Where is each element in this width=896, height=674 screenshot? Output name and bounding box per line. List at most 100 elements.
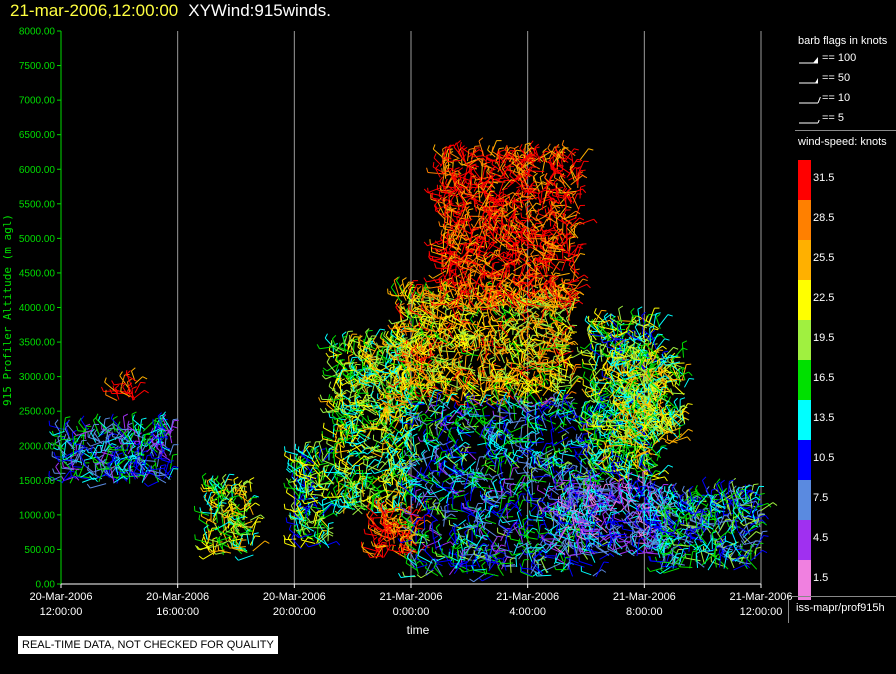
- barb-shaft: [355, 505, 370, 507]
- barb-flag: [428, 358, 433, 363]
- barb-shaft: [110, 468, 115, 484]
- barb-flag: [198, 514, 201, 520]
- barb-flag: [108, 461, 114, 464]
- barb-shaft: [54, 443, 65, 450]
- barb-shaft: [249, 479, 252, 492]
- barb-shaft: [105, 394, 118, 401]
- barb-shaft: [80, 471, 90, 478]
- barb-shaft: [159, 441, 165, 454]
- barb-flag: [227, 478, 233, 481]
- barb-flag: [328, 412, 331, 418]
- barb-flag: [328, 530, 334, 535]
- barb-flag: [97, 444, 103, 447]
- barb-flag: [148, 465, 152, 470]
- barb-flag: [162, 411, 167, 417]
- barb-flag: [322, 367, 328, 372]
- barb-shaft: [72, 453, 79, 466]
- barb-flag: [318, 501, 323, 506]
- barb-shaft: [320, 400, 333, 403]
- barb-flag: [64, 424, 69, 429]
- barb-flag: [363, 367, 366, 373]
- barb-shaft: [90, 483, 107, 489]
- barb-shaft: [374, 448, 388, 452]
- barb-shaft: [215, 479, 224, 488]
- wind-barb: [163, 464, 172, 478]
- barb-flag: [369, 512, 374, 518]
- wind-barb: [80, 425, 92, 439]
- barb-shaft: [90, 440, 105, 447]
- barb-flag: [489, 357, 495, 360]
- wind-barb: [127, 467, 145, 475]
- barb-shaft: [82, 463, 94, 473]
- barb-flag: [287, 533, 291, 539]
- barb-flag: [65, 439, 71, 442]
- barb-shaft: [334, 425, 339, 438]
- barb-shaft: [88, 424, 95, 438]
- wind-barb: [114, 458, 120, 476]
- barb-shaft: [228, 495, 240, 499]
- barb-flag: [52, 447, 58, 451]
- barb-flag: [382, 537, 387, 542]
- barb-flag: [85, 447, 90, 452]
- barb-flag: [390, 282, 395, 288]
- barb-flag: [330, 492, 334, 498]
- barb-shaft: [304, 499, 319, 505]
- barb-shaft: [138, 459, 156, 462]
- wind-barb: [141, 467, 154, 475]
- barb-shaft: [128, 436, 135, 447]
- barb-flag: [227, 484, 233, 487]
- barb-flag: [317, 509, 324, 512]
- barb-flag: [255, 502, 260, 507]
- barb-flag: [319, 408, 324, 413]
- barb-flag: [157, 412, 162, 417]
- barb-flag: [163, 464, 167, 470]
- barb-flag: [80, 452, 85, 457]
- barb-flag: [510, 328, 516, 331]
- barb-flag: [141, 438, 147, 442]
- wind-barb: [167, 468, 179, 480]
- barb-flag: [108, 427, 114, 430]
- barb-flag: [49, 431, 54, 436]
- barb-shaft: [159, 453, 171, 461]
- wind-barb: [72, 453, 84, 466]
- barb-flag: [142, 376, 148, 380]
- wind-barb: [168, 429, 174, 444]
- barb-shaft: [340, 467, 355, 470]
- barb-flag: [327, 491, 331, 496]
- barb-flag: [328, 381, 332, 387]
- barb-flag: [80, 415, 85, 421]
- wind-barb: [103, 427, 119, 434]
- barb-flag: [78, 417, 82, 423]
- barb-flag: [98, 454, 104, 459]
- barb-flag: [425, 514, 431, 518]
- barb-flag: [321, 433, 324, 439]
- barb-shaft: [161, 459, 172, 464]
- barb-flag: [442, 322, 449, 325]
- barb-flag: [75, 476, 80, 481]
- wind-barb: [54, 439, 65, 450]
- wind-barb: [110, 413, 123, 431]
- wind-barb: [117, 421, 129, 438]
- wind-barb: [71, 429, 77, 446]
- barb-shaft: [64, 428, 71, 440]
- barb-flag: [297, 446, 300, 452]
- barb-flag: [148, 438, 154, 441]
- barb-shaft: [201, 476, 208, 492]
- wind-barb: [64, 420, 70, 436]
- barb-shaft: [71, 432, 75, 446]
- barb-shaft: [101, 449, 114, 453]
- barb-flag: [367, 415, 370, 421]
- barb-flag: [386, 387, 392, 390]
- barb-shaft: [570, 377, 580, 388]
- barb-flag: [374, 458, 380, 462]
- barb-flag: [143, 482, 149, 487]
- barb-flag: [470, 314, 474, 320]
- barb-shaft: [134, 382, 141, 393]
- barb-shaft: [104, 428, 109, 444]
- barb-shaft: [390, 287, 402, 302]
- barb-flag: [382, 541, 388, 544]
- wind-barb: [159, 438, 165, 454]
- wind-barb: [113, 476, 128, 484]
- barb-shaft: [90, 455, 104, 467]
